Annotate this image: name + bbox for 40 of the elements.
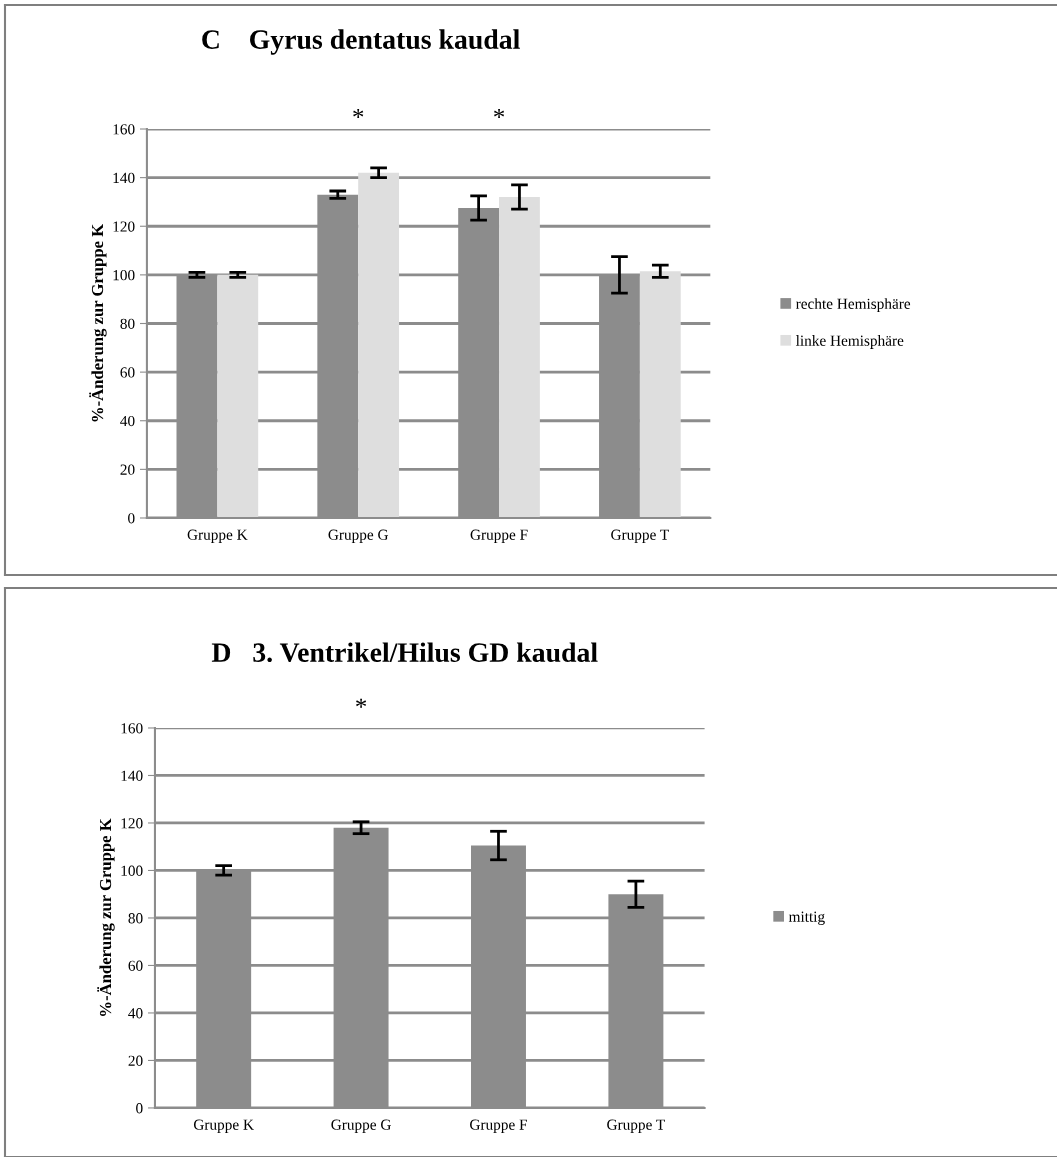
y-tick-label: 20: [120, 464, 135, 475]
y-axis-title: %-Änderung zur Gruppe K: [89, 224, 107, 422]
bar: [639, 271, 681, 518]
chart-title: D 3. Ventrikel/Hilus GD kaudal: [211, 642, 598, 663]
y-tick-label: 140: [113, 172, 135, 184]
y-axis-title: %-Änderung zur Gruppe K: [97, 818, 115, 1016]
y-tick-label: 160: [121, 723, 143, 734]
x-tick-label: Gruppe T: [611, 529, 669, 543]
y-tick-label: 60: [128, 960, 143, 971]
text: *: [356, 698, 367, 708]
legend-label: rechte Hemisphäre: [795, 298, 911, 313]
legend-label: mittig: [788, 911, 825, 925]
text: *: [353, 108, 364, 119]
chart-title: C Gyrus dentatus kaudal: [202, 29, 520, 55]
y-tick-label: 0: [128, 513, 135, 524]
y-tick-label: 100: [121, 865, 143, 876]
bar: [358, 172, 400, 518]
y-tick-label: 160: [113, 124, 135, 135]
y-tick-label: 120: [113, 221, 135, 232]
y-tick-label: 80: [120, 318, 135, 329]
y-tick-label: 120: [121, 818, 143, 829]
x-tick-label: Gruppe G: [328, 529, 389, 543]
y-tick-label: 0: [136, 1103, 143, 1114]
y-tick-label: 20: [128, 1055, 143, 1066]
y-tick-label: 40: [120, 415, 135, 427]
y-tick-label: 80: [128, 913, 143, 924]
x-tick-label: Gruppe F: [470, 1119, 527, 1133]
x-tick-label: Gruppe K: [193, 1119, 254, 1133]
bar: [217, 274, 259, 518]
x-tick-label: Gruppe T: [607, 1119, 665, 1133]
bar: [499, 197, 540, 518]
x-tick-label: Gruppe K: [187, 529, 248, 543]
x-tick-label: Gruppe F: [470, 529, 528, 543]
y-tick-label: 60: [120, 367, 135, 378]
y-tick-label: 40: [128, 1008, 143, 1019]
y-tick-label: 140: [121, 770, 143, 781]
legend-label: linke Hemisphäre: [795, 335, 904, 349]
text: *: [494, 108, 505, 119]
y-tick-label: 100: [113, 270, 135, 281]
x-tick-label: Gruppe G: [331, 1119, 391, 1133]
